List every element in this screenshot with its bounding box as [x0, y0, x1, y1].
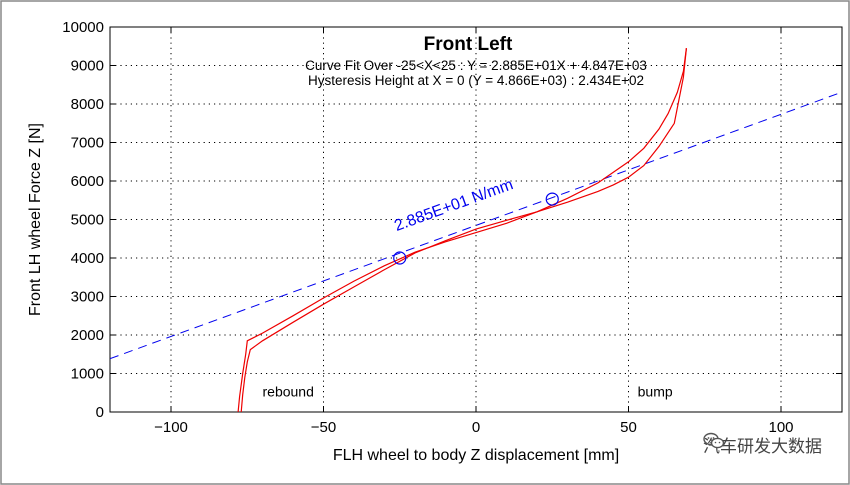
y-tick-label: 9000	[71, 58, 104, 75]
series-line-0	[237, 48, 687, 412]
y-tick-label: 3000	[71, 289, 104, 306]
x-tick-label: 0	[472, 419, 480, 436]
fit-line	[110, 91, 842, 360]
y-tick-label: 0	[96, 404, 104, 421]
annotation-rebound: rebound	[263, 384, 314, 400]
x-tick-label: −50	[311, 419, 336, 436]
wechat-icon	[703, 432, 725, 449]
watermark: 汽车研发大数据	[703, 432, 822, 457]
x-tick-label: −100	[154, 419, 188, 436]
y-tick-label: 10000	[62, 19, 104, 36]
x-tick-label: 100	[768, 419, 793, 436]
series-line-1	[240, 48, 687, 412]
y-tick-label: 4000	[71, 250, 104, 267]
y-tick-label: 8000	[71, 96, 104, 113]
ticks	[110, 26, 842, 413]
y-tick-label: 6000	[71, 173, 104, 190]
watermark-text: 汽车研发大数据	[703, 437, 822, 457]
y-tick-label: 1000	[71, 366, 104, 383]
y-tick-label: 7000	[71, 135, 104, 152]
plot-area	[110, 48, 842, 412]
y-tick-label: 5000	[71, 212, 104, 229]
annotation-bump: bump	[638, 384, 673, 400]
fit-marker-1	[545, 192, 559, 206]
chart-subtitle-1: Hysteresis Height at X = 0 (Y = 4.866E+0…	[308, 73, 644, 88]
x-tick-label: 50	[620, 419, 637, 436]
chart-title: Front Left	[424, 34, 513, 55]
grid	[110, 27, 842, 412]
y-axis-label: Front LH wheel Force Z [N]	[27, 123, 44, 316]
y-tick-label: 2000	[71, 327, 104, 344]
fit-marker-0	[393, 251, 407, 265]
x-axis-label: FLH wheel to body Z displacement [mm]	[333, 447, 619, 464]
chart-subtitle-0: Curve Fit Over -25<X<25 : Y = 2.885E+01X…	[305, 58, 647, 73]
